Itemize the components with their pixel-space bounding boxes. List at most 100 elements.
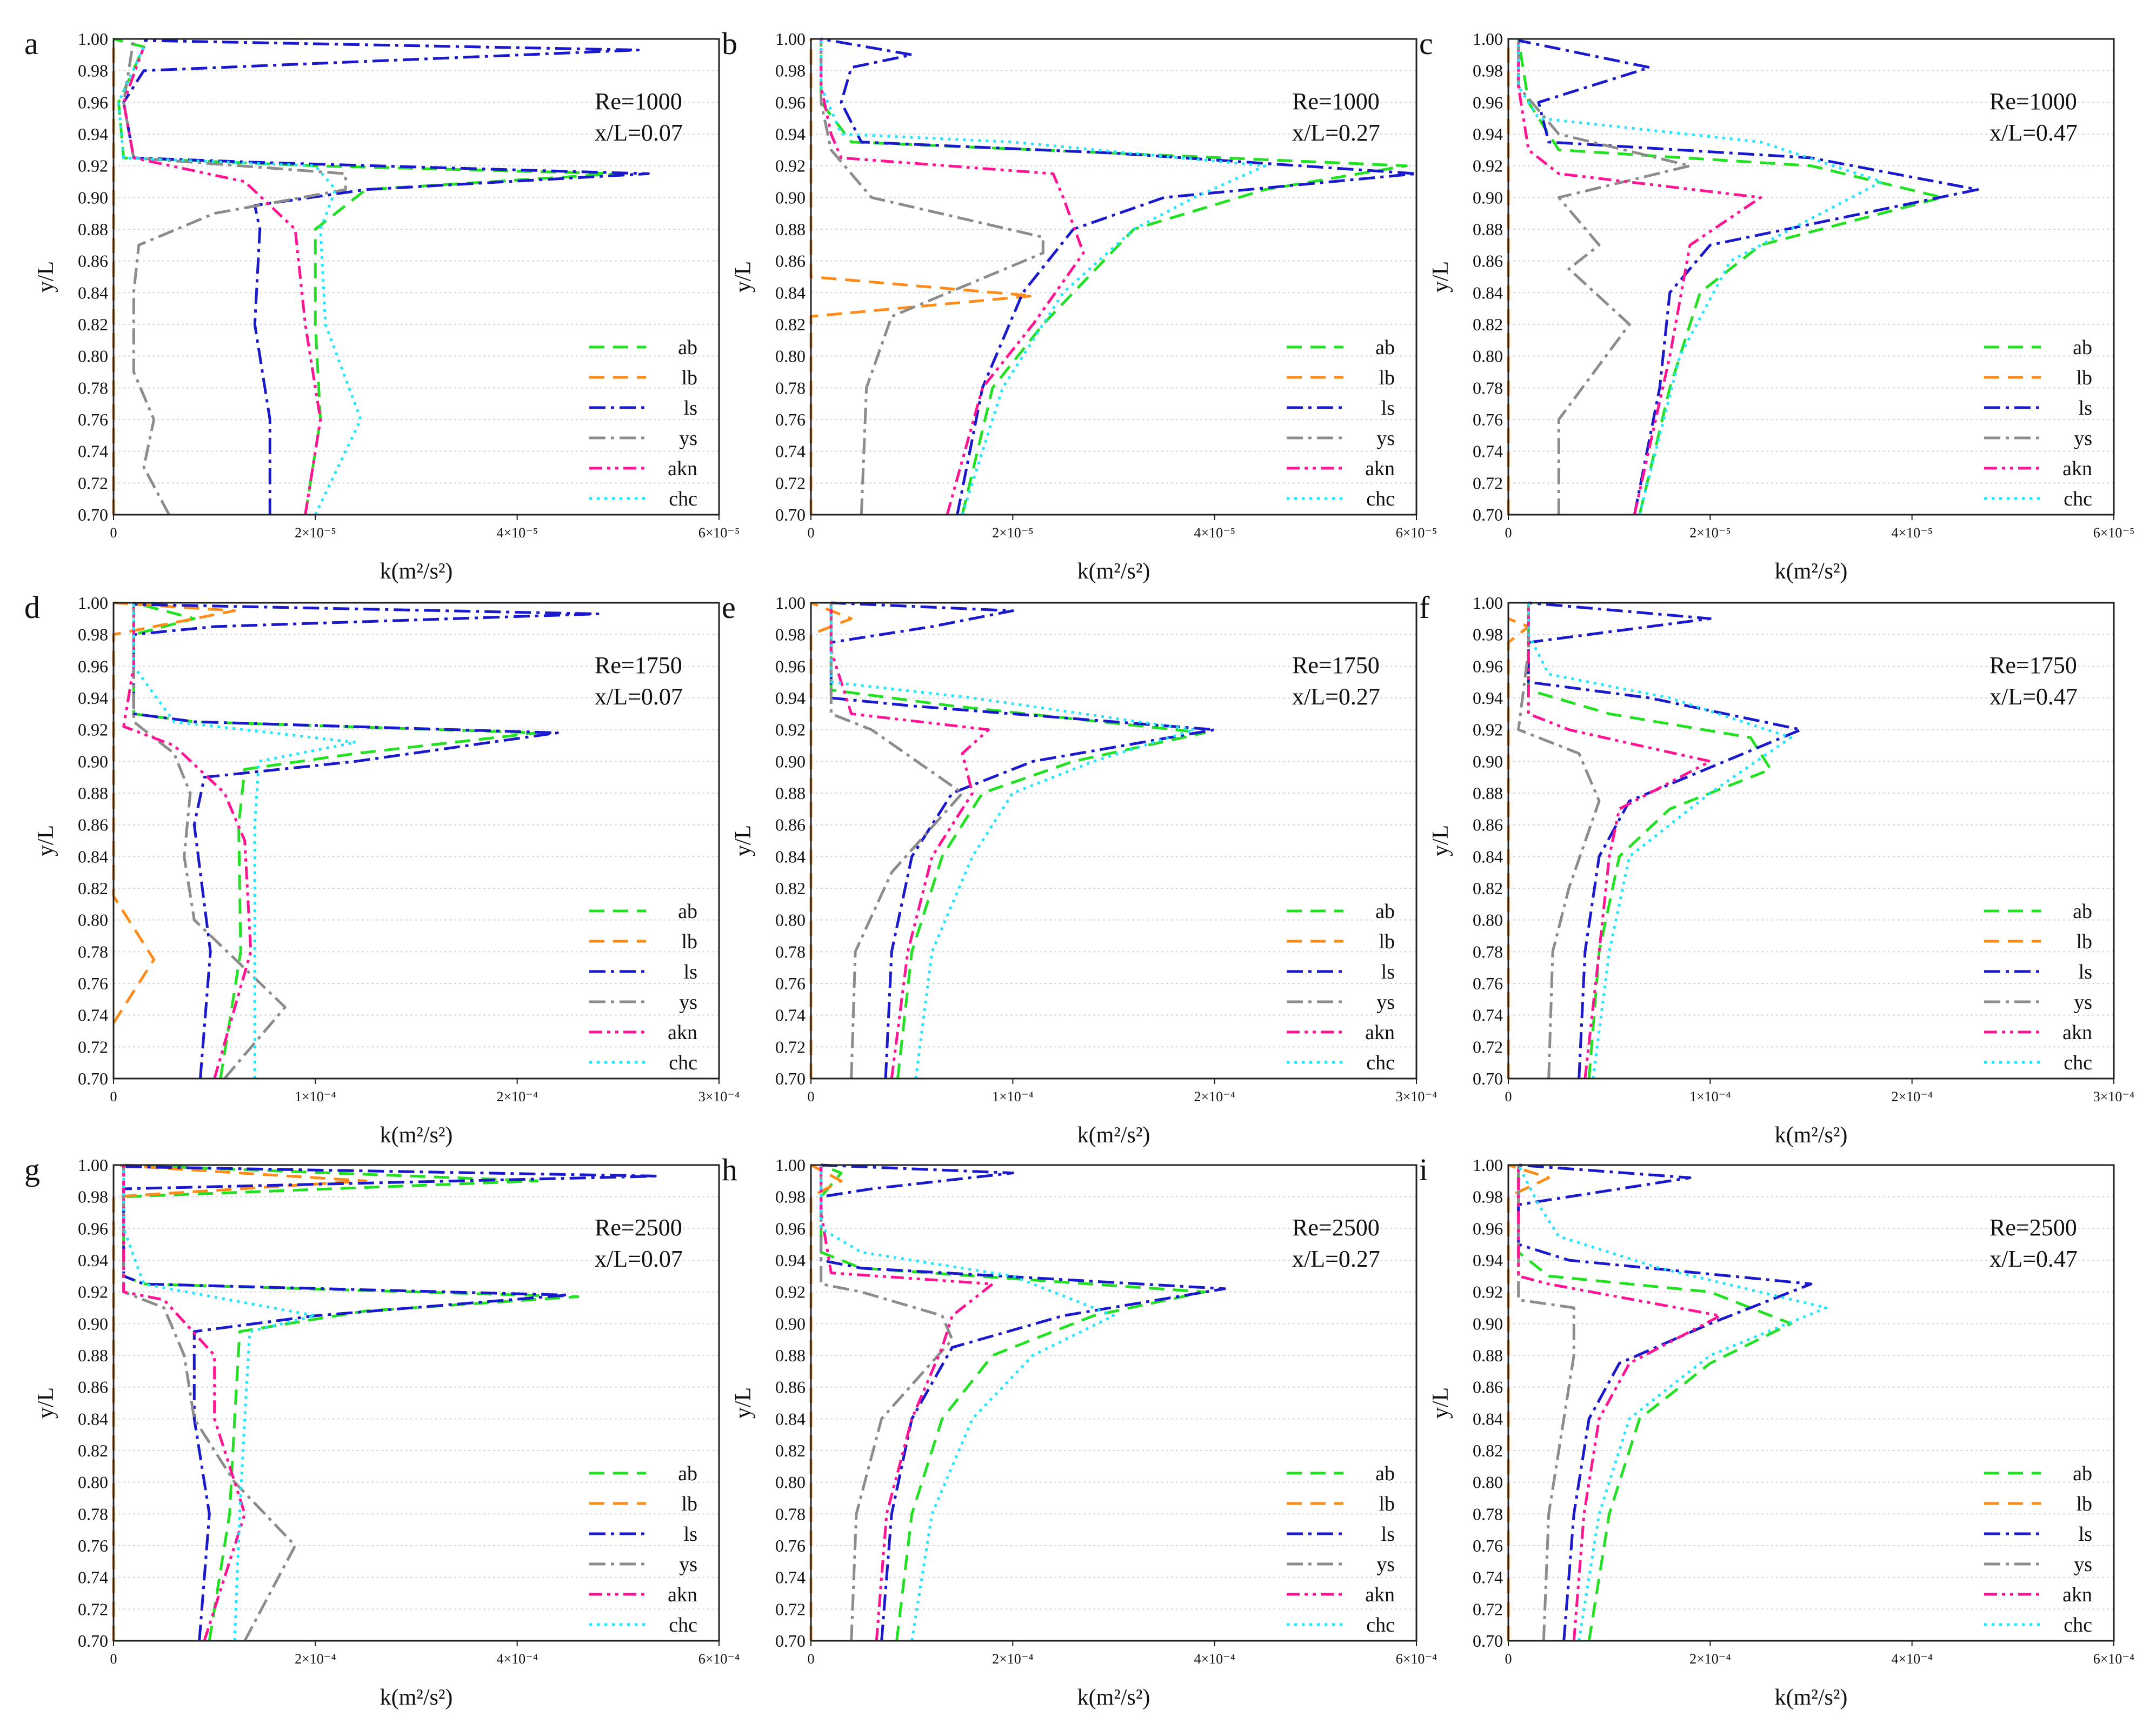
re-annotation: Re=1750 — [1292, 652, 1380, 678]
y-tick-label: 0.82 — [1473, 315, 1503, 334]
y-tick-label: 0.90 — [1473, 188, 1503, 207]
legend-label-akn: akn — [2062, 1583, 2092, 1606]
y-tick-label: 0.94 — [775, 688, 806, 708]
series-line-ab — [132, 601, 539, 1079]
y-tick-label: 0.96 — [1473, 1219, 1503, 1238]
y-tick-label: 0.98 — [775, 1187, 806, 1207]
re-annotation: Re=2500 — [1989, 1214, 2077, 1241]
y-tick-label: 0.76 — [775, 974, 806, 993]
x-tick-label: 1×10⁻⁴ — [992, 1089, 1033, 1104]
y-tick-label: 0.70 — [775, 505, 806, 524]
y-tick-label: 0.70 — [1473, 1631, 1503, 1651]
y-tick-label: 0.98 — [78, 625, 108, 644]
y-tick-label: 0.82 — [78, 1441, 108, 1460]
legend-label-ls: ls — [684, 961, 697, 983]
legend-label-ys: ys — [2074, 427, 2092, 450]
x-axis-label: k(m²/s²) — [1077, 1123, 1150, 1148]
legend-label-ls: ls — [2079, 397, 2092, 420]
y-tick-label: 0.84 — [1473, 283, 1503, 302]
legend-label-akn: akn — [668, 457, 697, 480]
y-tick-label: 0.86 — [1473, 1378, 1503, 1397]
y-tick-label: 0.92 — [1473, 720, 1503, 740]
x-tick-label: 2×10⁻⁵ — [295, 525, 336, 541]
re-annotation: Re=2500 — [1292, 1214, 1380, 1241]
y-tick-label: 0.84 — [78, 847, 108, 866]
legend-label-lb: lb — [681, 1493, 697, 1515]
x-tick-label: 2×10⁻⁵ — [992, 525, 1033, 541]
legend-label-ab: ab — [678, 336, 697, 359]
series-line-ls — [132, 603, 600, 1079]
y-tick-label: 0.72 — [775, 1599, 806, 1619]
re-annotation: Re=2500 — [595, 1214, 682, 1241]
series-line-chc — [1517, 1164, 1828, 1641]
y-tick-label: 0.70 — [1473, 1069, 1503, 1088]
y-tick-label: 0.80 — [775, 1473, 806, 1492]
re-annotation: Re=1000 — [1989, 88, 2077, 115]
legend-label-ys: ys — [679, 1553, 697, 1576]
legend-label-ys: ys — [679, 991, 697, 1014]
y-tick-label: 0.98 — [1473, 61, 1503, 81]
panel-label: g — [24, 1152, 40, 1187]
x-tick-label: 1×10⁻⁴ — [295, 1089, 336, 1104]
y-tick-label: 0.78 — [775, 1504, 806, 1523]
y-tick-label: 0.96 — [78, 1219, 108, 1238]
y-tick-label: 0.72 — [1473, 1037, 1503, 1056]
series-line-ls — [829, 601, 1216, 1079]
y-tick-label: 0.70 — [775, 1069, 806, 1088]
x-tick-label: 2×10⁻⁴ — [1891, 1089, 1932, 1104]
legend-label-ab: ab — [678, 900, 697, 923]
y-tick-label: 0.74 — [1473, 1006, 1503, 1025]
panel-label: d — [24, 590, 40, 625]
legend-label-chc: chc — [669, 488, 697, 510]
legend-label-akn: akn — [668, 1583, 697, 1606]
y-tick-label: 0.84 — [1473, 1409, 1503, 1428]
y-tick-label: 0.94 — [775, 124, 806, 144]
y-tick-label: 1.00 — [1473, 29, 1503, 49]
series-line-ls — [122, 1165, 660, 1641]
legend-label-chc: chc — [2064, 1614, 2092, 1636]
y-tick-label: 0.84 — [775, 1409, 806, 1428]
legend-label-ys: ys — [2074, 991, 2092, 1014]
y-axis-label: y/L — [34, 261, 58, 292]
chart-panel-i: 0.70 0.72 0.74 0.76 0.78 0.80 0.82 0.84 0.86 0.88… — [1419, 1152, 2134, 1710]
series-line-akn — [122, 1165, 247, 1641]
y-tick-label: 0.88 — [1473, 1346, 1503, 1365]
series-line-ls — [821, 37, 1418, 515]
y-tick-label: 0.82 — [78, 879, 108, 898]
y-tick-label: 0.72 — [78, 473, 108, 493]
x-tick-label: 4×10⁻⁵ — [496, 525, 537, 541]
x-tick-label: 6×10⁻⁴ — [1396, 1651, 1437, 1667]
legend-label-ab: ab — [2073, 1462, 2092, 1485]
legend-label-ls: ls — [1381, 1523, 1395, 1546]
y-axis-label: y/L — [34, 825, 58, 856]
plot-frame — [1507, 1164, 2115, 1642]
y-tick-label: 0.90 — [1473, 751, 1503, 771]
x-tick-label: 0 — [110, 1089, 117, 1104]
series-line-chc — [117, 46, 362, 516]
y-tick-label: 0.96 — [775, 656, 806, 676]
y-tick-label: 0.98 — [775, 625, 806, 644]
y-tick-label: 0.88 — [775, 783, 806, 803]
legend-label-ab: ab — [2073, 336, 2092, 359]
x-tick-label: 4×10⁻⁴ — [1194, 1651, 1235, 1667]
y-tick-label: 0.82 — [1473, 1441, 1503, 1460]
y-tick-label: 0.82 — [78, 315, 108, 334]
y-axis-label: y/L — [1428, 825, 1453, 856]
y-axis-label: y/L — [34, 1387, 58, 1419]
legend-label-ys: ys — [2074, 1553, 2092, 1576]
y-tick-label: 0.74 — [1473, 1568, 1503, 1587]
y-tick-label: 0.76 — [78, 1536, 108, 1555]
y-tick-label: 0.88 — [78, 219, 108, 239]
y-tick-label: 0.90 — [78, 1314, 108, 1333]
series-line-ys — [132, 603, 287, 1080]
y-tick-label: 0.94 — [78, 124, 108, 144]
position-annotation: x/L=0.27 — [1292, 119, 1380, 146]
y-tick-label: 0.72 — [775, 473, 806, 493]
chart-panel-a: 0.70 0.72 0.74 0.76 0.78 0.80 0.82 0.84 0.86 0.88… — [24, 26, 740, 584]
y-tick-label: 0.88 — [78, 783, 108, 803]
legend-label-lb: lb — [2076, 1493, 2092, 1515]
y-tick-label: 0.92 — [1473, 156, 1503, 176]
y-tick-label: 0.98 — [1473, 1187, 1503, 1207]
series-line-chc — [829, 603, 1196, 1079]
y-tick-label: 0.80 — [78, 910, 108, 930]
